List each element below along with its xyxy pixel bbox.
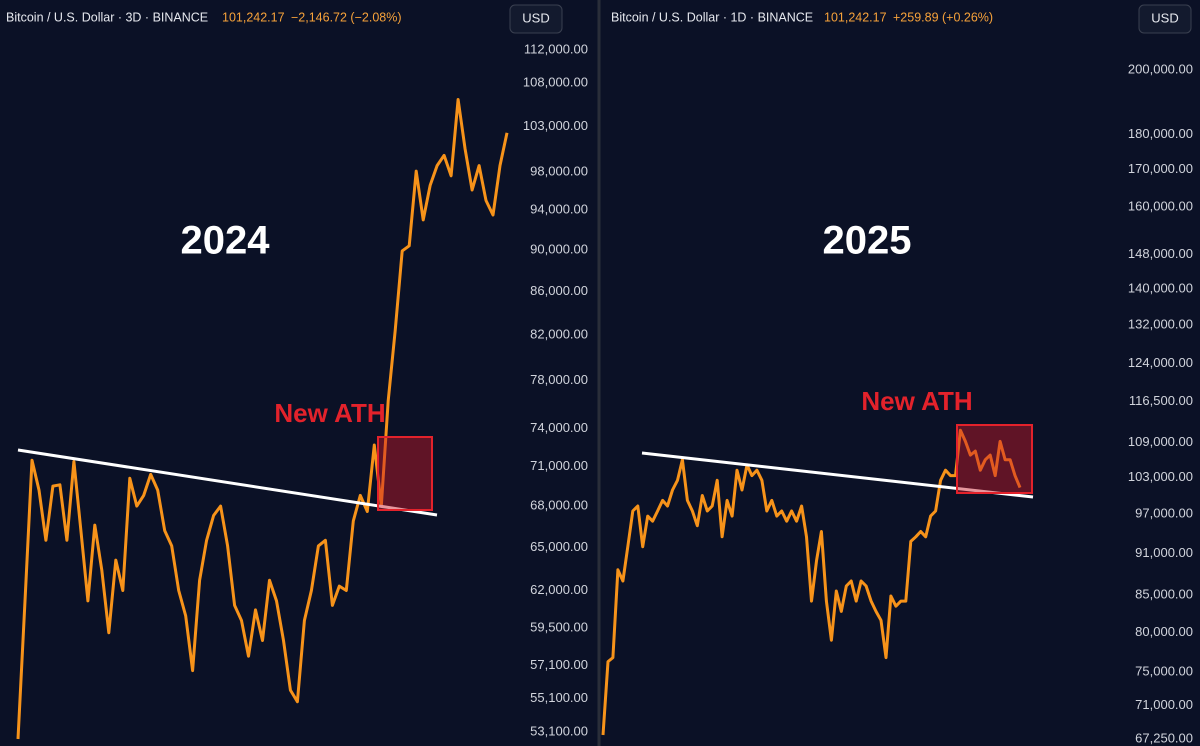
y-tick-label: 103,000.00 [523, 118, 588, 133]
y-tick-label: 78,000.00 [530, 372, 588, 387]
y-tick-label: 103,000.00 [1128, 469, 1193, 484]
y-tick-label: 68,000.00 [530, 498, 588, 513]
price-change: +259.89 (+0.26%) [893, 10, 993, 24]
currency-button[interactable] [509, 4, 563, 34]
y-tick-label: 90,000.00 [530, 241, 588, 256]
symbol-title: Bitcoin / U.S. Dollar · 3D · BINANCE [6, 10, 208, 24]
y-tick-label: 74,000.00 [530, 420, 588, 435]
ath-label: New ATH [274, 398, 385, 428]
y-tick-label: 140,000.00 [1128, 280, 1193, 295]
year-label: 2024 [181, 219, 271, 263]
y-tick-label: 108,000.00 [523, 75, 588, 90]
price: 101,242.17 [222, 10, 285, 24]
y-tick-label: 53,100.00 [530, 724, 588, 739]
y-tick-label: 71,000.00 [1135, 697, 1193, 712]
y-tick-label: 124,000.00 [1128, 355, 1193, 370]
y-tick-label: 86,000.00 [530, 283, 588, 298]
y-tick-label: 85,000.00 [1135, 587, 1193, 602]
symbol-title: Bitcoin / U.S. Dollar · 1D · BINANCE [611, 10, 813, 24]
y-tick-label: 94,000.00 [530, 202, 588, 217]
trendline [641, 451, 1034, 499]
currency[interactable]: USD [522, 10, 549, 25]
panel: Bitcoin / U.S. Dollar · 3D · BINANCE 101… [6, 4, 588, 740]
y-tick-label: 132,000.00 [1128, 316, 1193, 331]
price-line [601, 428, 1022, 736]
y-tick-label: 71,000.00 [530, 458, 588, 473]
currency-button[interactable] [1138, 4, 1192, 34]
y-tick-label: 116,500.00 [1129, 393, 1193, 408]
y-tick-label: 75,000.00 [1135, 664, 1193, 679]
y-tick-label: 65,000.00 [530, 539, 588, 554]
y-tick-label: 98,000.00 [530, 163, 588, 178]
price-line [16, 98, 509, 740]
y-tick-label: 91,000.00 [1135, 545, 1193, 560]
y-tick-label: 109,000.00 [1128, 434, 1193, 449]
price-change: −2,146.72 (−2.08%) [291, 10, 402, 24]
y-tick-label: 112,000.00 [524, 41, 588, 56]
ath-box [956, 424, 1033, 494]
price: 101,242.17 [824, 10, 887, 24]
y-tick-label: 148,000.00 [1128, 246, 1193, 261]
y-tick-label: 160,000.00 [1128, 198, 1193, 213]
currency[interactable]: USD [1151, 10, 1178, 25]
year-label: 2025 [823, 219, 912, 263]
ath-box [377, 436, 433, 511]
y-tick-label: 97,000.00 [1135, 506, 1193, 521]
y-tick-label: 200,000.00 [1128, 61, 1193, 76]
y-tick-label: 80,000.00 [1135, 624, 1193, 639]
y-tick-label: 180,000.00 [1128, 126, 1193, 141]
y-tick-label: 170,000.00 [1128, 161, 1193, 176]
ath-label: New ATH [861, 386, 972, 416]
y-tick-label: 67,250.00 [1135, 731, 1193, 746]
y-tick-label: 57,100.00 [530, 657, 588, 672]
trendline [17, 448, 438, 517]
y-tick-label: 82,000.00 [530, 326, 588, 341]
y-tick-label: 62,000.00 [530, 582, 588, 597]
panel: Bitcoin / U.S. Dollar · 1D · BINANCE 101… [601, 4, 1193, 746]
y-tick-label: 59,500.00 [530, 620, 588, 635]
y-tick-label: 55,100.00 [530, 690, 588, 705]
